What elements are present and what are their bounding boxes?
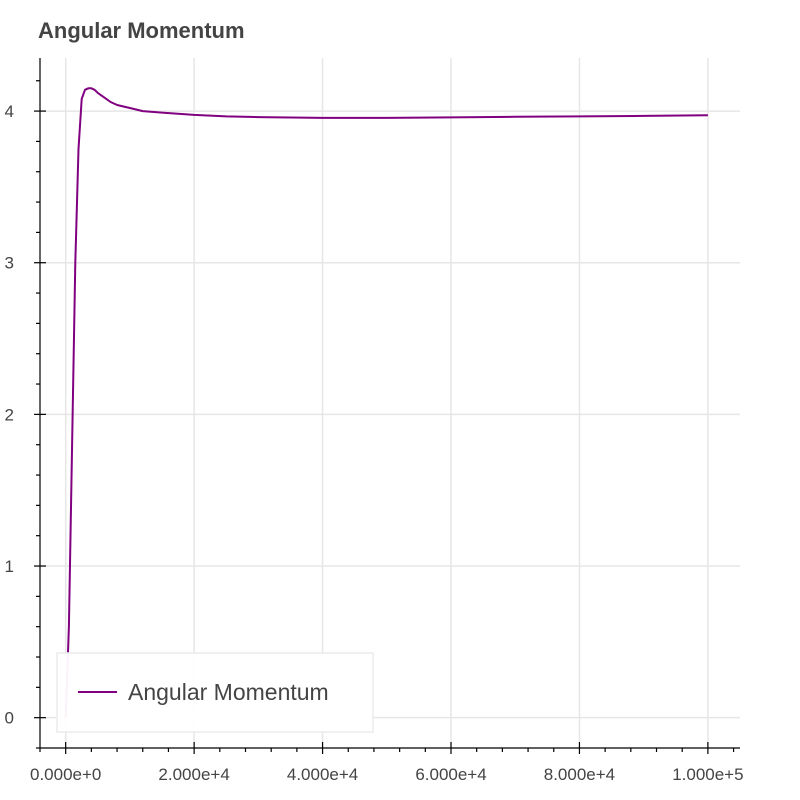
x-tick-label-4: 8.000e+4 bbox=[544, 765, 615, 784]
y-tick-label-2: 2 bbox=[5, 405, 14, 424]
chart-title: Angular Momentum bbox=[38, 18, 245, 43]
series-group bbox=[64, 87, 708, 718]
y-tick-label-1: 1 bbox=[5, 557, 14, 576]
plot-area bbox=[40, 58, 740, 748]
grid bbox=[40, 58, 740, 748]
series-line-0 bbox=[64, 87, 708, 718]
x-tick-label-2: 4.000e+4 bbox=[287, 765, 358, 784]
y-tick-label-0: 0 bbox=[5, 709, 14, 728]
x-tick-label-3: 6.000e+4 bbox=[415, 765, 486, 784]
y-tick-label-4: 4 bbox=[5, 102, 14, 121]
legend-box bbox=[56, 652, 374, 733]
x-tick-label-1: 2.000e+4 bbox=[158, 765, 229, 784]
axes: 0 1 2 3 4 0.000e+0 2.000e+4 4.000e+4 6.000e+4 8.0… bbox=[5, 58, 744, 784]
x-tick-label-5: 1.000e+5 bbox=[672, 765, 743, 784]
legend: Angular Momentum bbox=[56, 652, 374, 733]
y-tick-label-3: 3 bbox=[5, 254, 14, 273]
x-tick-label-0: 0.000e+0 bbox=[30, 765, 101, 784]
legend-label-0: Angular Momentum bbox=[128, 679, 329, 705]
